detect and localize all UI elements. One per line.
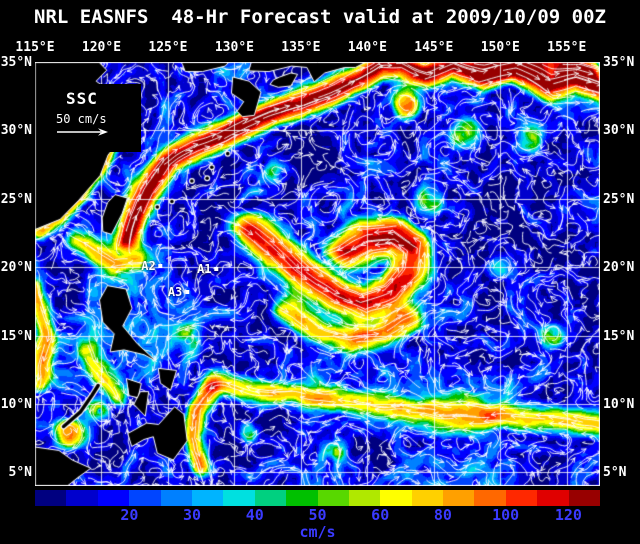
lat-tick-label: 30°N — [0, 123, 32, 139]
colorbar-tick-label: 20 — [120, 506, 139, 524]
colorbar-cell — [254, 490, 287, 506]
colorbar-cell — [411, 490, 444, 506]
colorbar-cell — [443, 490, 475, 506]
lat-tick-label: 35°N — [0, 55, 32, 70]
colorbar-cell — [317, 490, 349, 506]
colorbar-cell — [223, 490, 255, 506]
lon-tick-label: 155°E — [547, 40, 587, 55]
colorbar-cell — [66, 490, 98, 506]
colorbar-cell — [348, 490, 381, 506]
lat-tick-label: 35°N — [603, 55, 635, 70]
lat-tick-label: 5°N — [8, 465, 32, 481]
station-marker-a1: A1 — [197, 261, 219, 276]
colorbar-tick-label: 40 — [245, 506, 264, 524]
lat-tick-label: 20°N — [603, 260, 635, 276]
reference-arrow-label: 50 cm/s — [56, 112, 107, 126]
lat-tick-label: 10°N — [603, 396, 635, 412]
station-label: A1 — [197, 261, 212, 276]
colorbar-cell — [129, 490, 161, 506]
lon-tick-label: 125°E — [148, 40, 188, 55]
lon-tick-label: 120°E — [81, 40, 122, 55]
station-marker-a2: A2 — [141, 258, 163, 273]
lat-tick-label: 25°N — [603, 191, 635, 207]
colorbar-units: cm/s — [299, 523, 336, 541]
lat-tick-label: 15°N — [603, 328, 635, 344]
station-label: A3 — [167, 284, 183, 299]
lon-tick-label: 130°E — [214, 40, 254, 55]
station-point-icon — [214, 266, 219, 271]
colorbar-cell — [286, 490, 318, 506]
colorbar-cell — [97, 490, 130, 506]
map-area: SSC 50 cm/s A1 A2 A3 — [35, 62, 600, 486]
station-label: A2 — [141, 258, 156, 273]
colorbar-tick-label: 100 — [492, 506, 520, 524]
legend-title: SSC — [66, 89, 98, 108]
lon-tick-label: 135°E — [281, 40, 321, 55]
station-point-icon — [185, 289, 190, 294]
station-point-icon — [158, 263, 163, 268]
colorbar-cell — [537, 490, 569, 506]
colorbar-cell — [191, 490, 224, 506]
station-marker-a3: A3 — [167, 284, 190, 299]
lat-tick-label: 15°N — [0, 328, 32, 344]
colorbar-tick-label: 120 — [554, 506, 582, 524]
lat-tick-label: 10°N — [0, 396, 32, 412]
colorbar-cell — [474, 490, 506, 506]
figure-title: NRL EASNFS 48-Hr Forecast valid at 2009/… — [34, 6, 606, 28]
colorbar-tick-label: 60 — [371, 506, 390, 524]
colorbar-cell — [568, 490, 601, 506]
lat-tick-label: 25°N — [0, 191, 32, 207]
colorbar-cell — [380, 490, 412, 506]
lon-tick-label: 150°E — [480, 40, 520, 55]
lon-tick-label: 145°E — [414, 40, 454, 55]
station-markers: A1 A2 A3 — [35, 62, 600, 486]
latitude-axis-right: 35°N 30°N 25°N 20°N 15°N 10°N 5°N — [603, 0, 640, 544]
reference-arrow-icon — [57, 128, 108, 136]
lat-tick-label: 30°N — [603, 123, 635, 139]
lat-tick-label: 20°N — [0, 260, 32, 276]
colorbar-tick-label: 30 — [183, 506, 202, 524]
lon-tick-label: 140°E — [347, 40, 387, 55]
colorbar — [35, 490, 601, 506]
lon-tick-label: 115°E — [15, 40, 55, 55]
longitude-axis-top: 115°E 120°E 125°E 130°E 135°E 140°E 145°E 150°E… — [0, 40, 640, 56]
colorbar-cell — [35, 490, 67, 506]
colorbar-tick-label: 50 — [308, 506, 327, 524]
colorbar-cell — [505, 490, 538, 506]
colorbar-cell — [160, 490, 192, 506]
latitude-axis-left: 35°N 30°N 25°N 20°N 15°N 10°N 5°N — [0, 0, 33, 544]
colorbar-tick-label: 80 — [433, 506, 452, 524]
current-scale-legend: SSC 50 cm/s — [47, 84, 141, 152]
lat-tick-label: 5°N — [603, 465, 627, 481]
colorbar-ticks: 20 30 40 50 60 80 100 120 — [35, 506, 600, 524]
